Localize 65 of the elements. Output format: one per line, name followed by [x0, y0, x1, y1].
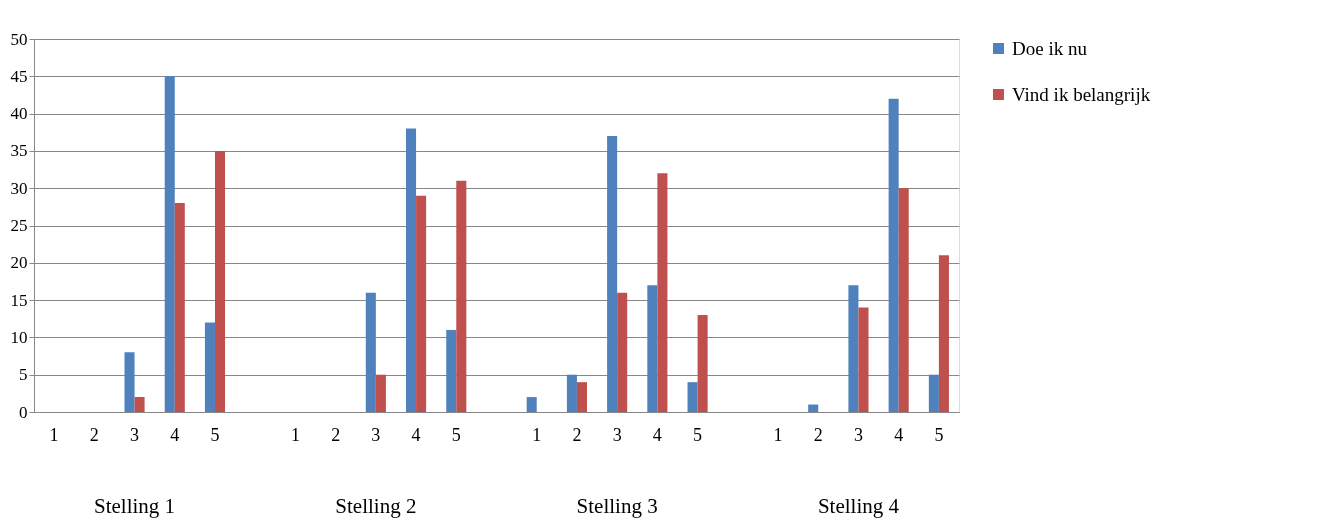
bar — [406, 128, 417, 412]
bar — [697, 315, 708, 412]
x-tick-label: 2 — [813, 424, 823, 445]
text: Stelling 1 — [94, 494, 176, 518]
text: Stelling 4 — [817, 494, 900, 518]
y-tick-label: 25 — [10, 216, 28, 235]
bar — [456, 180, 467, 412]
bar — [898, 188, 909, 412]
y-tick-label: 15 — [10, 290, 28, 310]
x-tick-label: 5 — [934, 424, 944, 445]
x-tick-label: 2 — [572, 424, 582, 445]
x-tick-label: 4 — [411, 424, 421, 445]
bar — [848, 285, 859, 412]
x-tick-label: 2 — [331, 424, 341, 445]
text: Stelling 2 — [335, 494, 417, 518]
x-tick-label: 3 — [612, 424, 622, 445]
bar — [566, 374, 577, 412]
bar — [647, 285, 658, 412]
x-tick-label: 1 — [773, 424, 783, 445]
y-tick-label: 10 — [10, 327, 28, 347]
bar — [526, 397, 537, 412]
legend-label: Vind ik belangrijk — [1012, 83, 1151, 105]
bar — [808, 404, 819, 412]
y-tick-label: 50 — [10, 29, 28, 49]
x-tick-label: 1 — [532, 424, 542, 445]
legend-label: Doe ik nu — [1012, 37, 1088, 59]
bar — [888, 98, 899, 412]
bar — [446, 329, 457, 412]
bar — [607, 135, 618, 412]
x-tick-label: 2 — [89, 424, 99, 445]
bar — [657, 173, 668, 412]
bar — [214, 150, 226, 412]
bar — [134, 397, 145, 412]
bar — [687, 382, 698, 412]
x-tick-label: 5 — [451, 424, 461, 445]
bar — [858, 307, 869, 412]
bar — [938, 255, 949, 412]
y-tick-label: 0 — [19, 402, 28, 422]
x-tick-label: 4 — [894, 424, 904, 445]
x-tick-label: 3 — [371, 424, 381, 445]
x-tick-label: 1 — [49, 424, 59, 445]
y-tick-label: 30 — [10, 178, 28, 198]
x-tick-label: 5 — [210, 424, 220, 445]
y-tick-label: 35 — [10, 141, 28, 161]
bar — [124, 352, 135, 412]
y-tick-label: 45 — [10, 66, 28, 86]
bar — [617, 292, 628, 412]
x-tick-label: 3 — [130, 424, 140, 445]
bar — [164, 76, 175, 412]
bar — [928, 374, 939, 412]
y-tick-label: 20 — [10, 253, 28, 273]
text: Stelling 3 — [576, 494, 658, 518]
x-tick-label: 4 — [652, 424, 662, 445]
x-tick-label: 1 — [290, 424, 300, 445]
x-tick-label: 4 — [170, 424, 180, 445]
y-tick-label: 5 — [19, 365, 28, 385]
bar — [576, 382, 587, 412]
bar — [204, 322, 215, 412]
x-tick-label: 3 — [853, 424, 863, 445]
x-tick-label: 5 — [693, 424, 703, 445]
bar — [416, 195, 427, 412]
bar — [174, 203, 185, 412]
y-tick-label: 40 — [10, 104, 28, 124]
bar — [365, 292, 376, 412]
bar — [375, 374, 386, 412]
